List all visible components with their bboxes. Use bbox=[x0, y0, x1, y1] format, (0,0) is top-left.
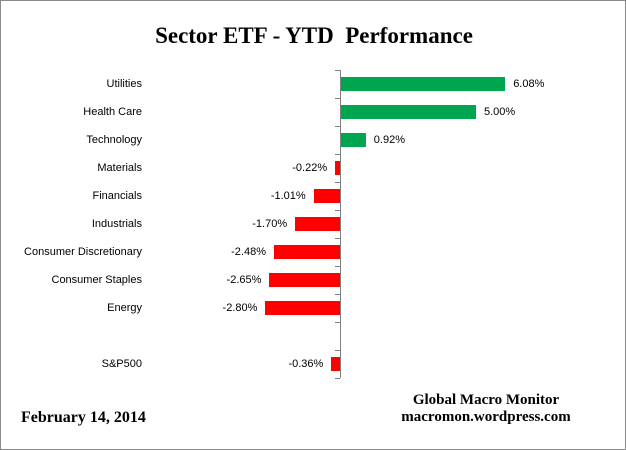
bar bbox=[265, 301, 341, 315]
category-label: Consumer Staples bbox=[51, 274, 143, 286]
bar bbox=[341, 133, 366, 147]
bar bbox=[274, 245, 341, 259]
bar bbox=[331, 357, 341, 371]
bar bbox=[341, 105, 476, 119]
value-label: -2.48% bbox=[231, 246, 266, 258]
chart-title: Sector ETF - YTD Performance bbox=[155, 23, 473, 48]
category-label: Consumer Discretionary bbox=[24, 246, 142, 258]
category-label: Materials bbox=[97, 162, 142, 174]
value-label: 5.00% bbox=[484, 106, 516, 118]
bar bbox=[295, 217, 341, 231]
axis-tick bbox=[335, 210, 340, 211]
credit-line-2: macromon.wordpress.com bbox=[401, 409, 571, 425]
axis-tick bbox=[335, 98, 340, 99]
axis-tick bbox=[335, 154, 340, 155]
bar bbox=[313, 189, 341, 203]
axis-tick bbox=[335, 238, 340, 239]
category-label: Health Care bbox=[83, 106, 142, 118]
category-label: S&P500 bbox=[101, 358, 142, 370]
category-label: Energy bbox=[107, 302, 142, 314]
axis-tick bbox=[335, 294, 340, 295]
value-label: -1.01% bbox=[270, 190, 306, 202]
category-label: Technology bbox=[86, 134, 142, 146]
footer-credit: Global Macro Monitor macromon.wordpress.… bbox=[351, 392, 621, 426]
axis-tick bbox=[335, 350, 340, 351]
axis-tick bbox=[335, 182, 340, 183]
bar bbox=[341, 77, 506, 91]
axis-tick bbox=[335, 322, 340, 323]
category-label: Financials bbox=[92, 190, 142, 202]
axis-tick bbox=[335, 126, 340, 127]
axis-zero-line bbox=[340, 70, 341, 378]
axis-tick bbox=[335, 70, 340, 71]
category-label: Utilities bbox=[106, 78, 142, 90]
value-label: -0.36% bbox=[288, 358, 324, 370]
bar bbox=[335, 161, 341, 175]
axis-tick bbox=[335, 266, 340, 267]
credit-line-1: Global Macro Monitor bbox=[412, 392, 560, 408]
value-label: 0.92% bbox=[373, 134, 405, 146]
value-label: -2.80% bbox=[222, 302, 258, 314]
bar bbox=[269, 273, 341, 287]
value-label: -0.22% bbox=[292, 162, 328, 174]
value-label: -1.70% bbox=[252, 218, 288, 230]
footer-date: February 14, 2014 bbox=[21, 409, 146, 426]
axis-tick bbox=[335, 378, 340, 379]
value-label: 6.08% bbox=[513, 78, 545, 90]
category-label: Industrials bbox=[91, 218, 142, 230]
value-label: -2.65% bbox=[226, 274, 262, 286]
